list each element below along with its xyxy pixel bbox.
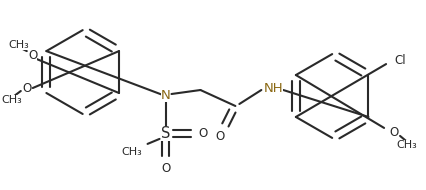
- Text: O: O: [215, 130, 225, 143]
- Text: CH₃: CH₃: [121, 147, 141, 157]
- Text: CH₃: CH₃: [396, 140, 417, 150]
- Text: Cl: Cl: [393, 54, 405, 66]
- Text: O: O: [28, 49, 37, 62]
- Text: N: N: [160, 89, 170, 102]
- Text: O: O: [199, 127, 207, 140]
- Text: CH₃: CH₃: [9, 40, 29, 50]
- Text: O: O: [22, 82, 32, 94]
- Text: NH: NH: [263, 82, 282, 94]
- Text: O: O: [389, 126, 398, 139]
- Text: O: O: [161, 162, 170, 175]
- Text: CH₃: CH₃: [1, 95, 22, 105]
- Text: S: S: [161, 126, 170, 141]
